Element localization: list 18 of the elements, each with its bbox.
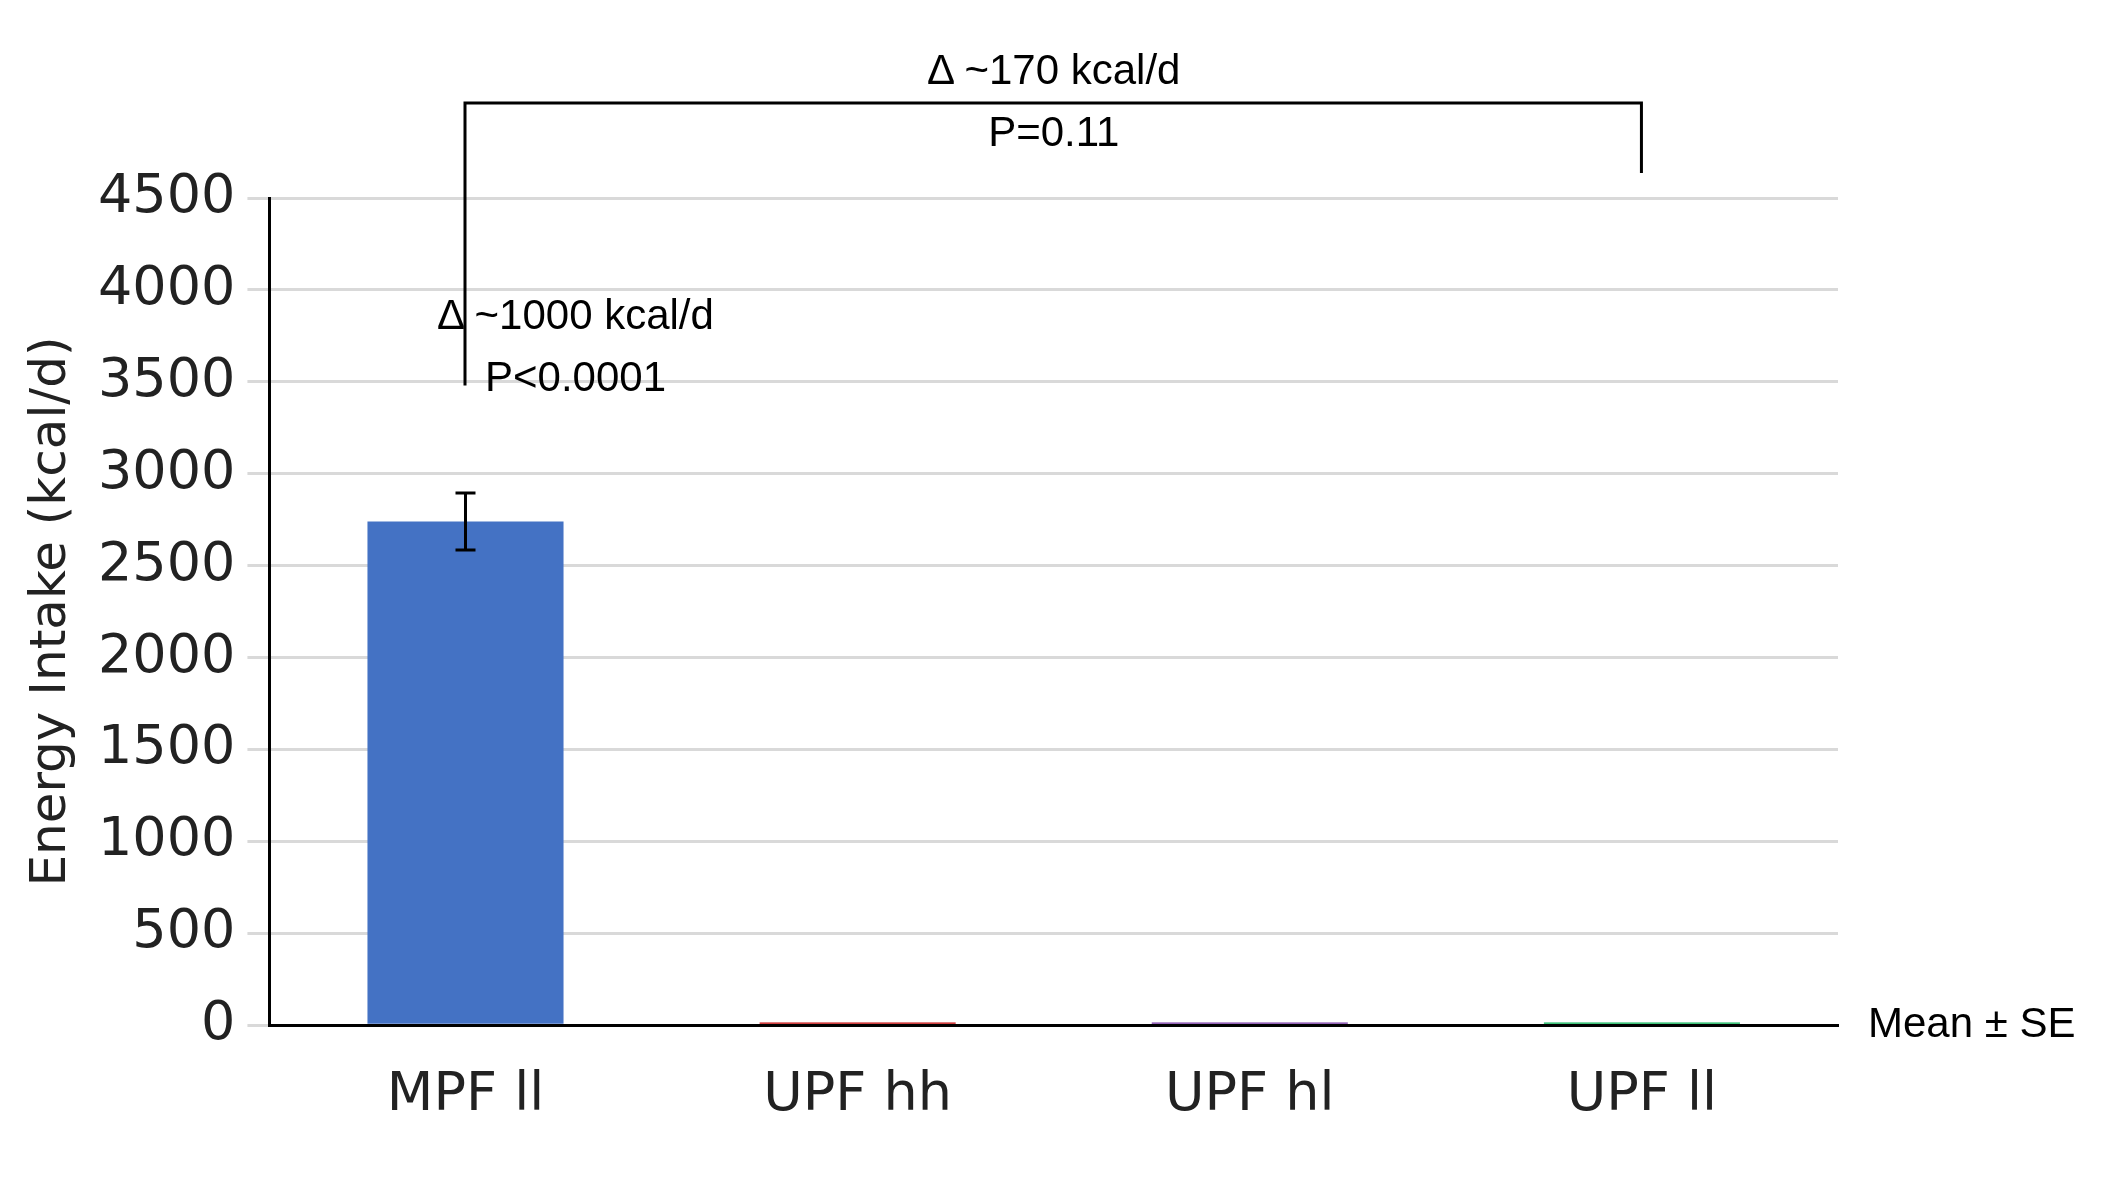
y-tick-label: 3500 bbox=[97, 345, 236, 409]
y-axis-title: Energy Intake (kcal/d) bbox=[18, 336, 77, 887]
annotation: Δ ~1000 kcal/d P<0.0001 bbox=[437, 290, 714, 400]
y-tick-label: 1500 bbox=[97, 713, 236, 777]
y-tick-label: 2000 bbox=[97, 621, 236, 685]
x-tick-label: UPF hh bbox=[763, 1059, 953, 1123]
text: Mean ± SE bbox=[1868, 998, 2076, 1046]
y-tick-label: 2500 bbox=[97, 529, 236, 593]
x-tick-label: MPF ll bbox=[386, 1059, 545, 1123]
x-tick-label: UPF ll bbox=[1566, 1059, 1718, 1123]
y-tick-label: 4500 bbox=[97, 162, 236, 226]
y-tick-label: 4000 bbox=[97, 253, 236, 317]
y-tick-label: 0 bbox=[201, 989, 236, 1053]
y-tick-label: 1000 bbox=[97, 805, 236, 869]
x-tick-label: UPF hl bbox=[1165, 1059, 1335, 1123]
y-tick-label: 500 bbox=[132, 897, 236, 961]
y-tick-label: 3000 bbox=[97, 437, 236, 501]
text: Δ ~170 kcal/d P=0.11 bbox=[927, 45, 1181, 155]
